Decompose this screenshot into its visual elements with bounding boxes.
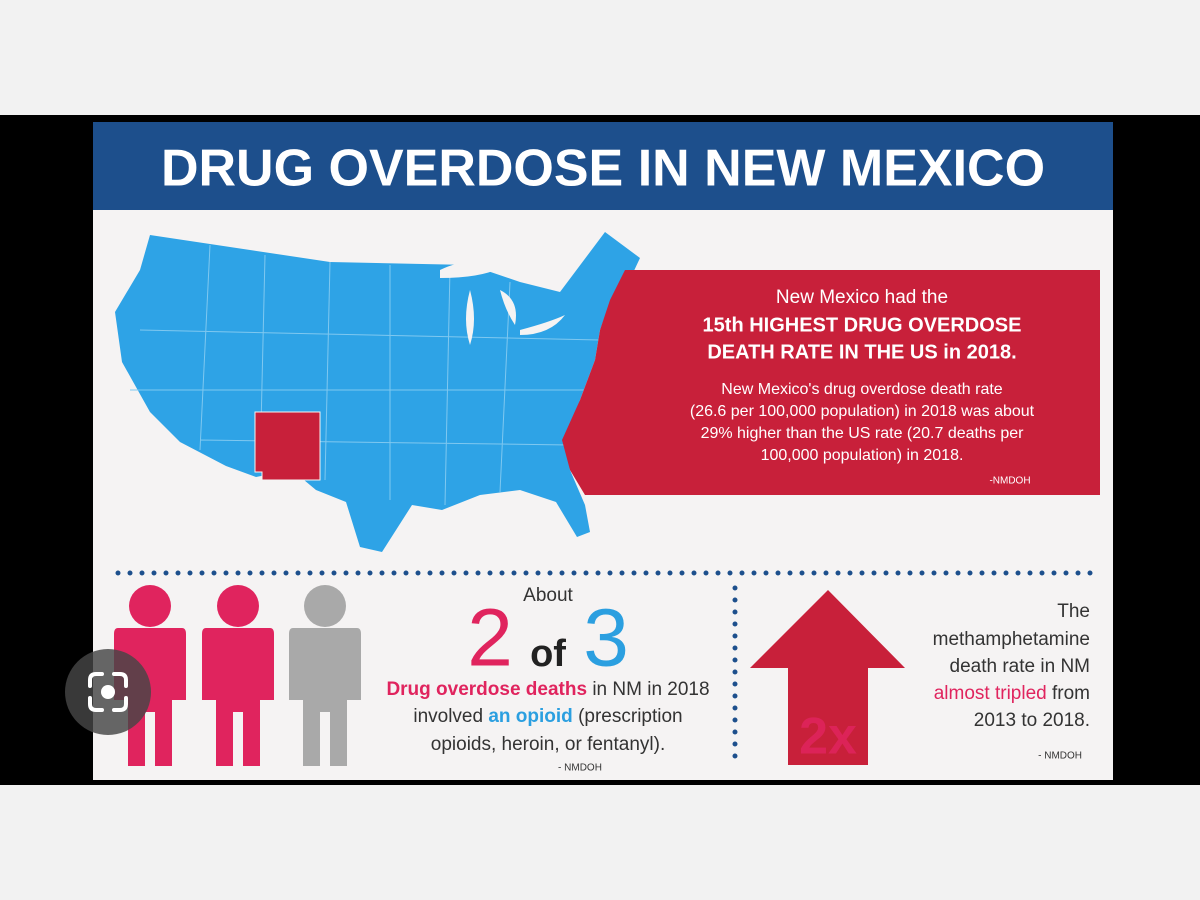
callout-headline: DEATH RATE IN THE US in 2018. — [707, 341, 1016, 363]
meth-source: - NMDOH — [1038, 751, 1082, 762]
meth-line: almost tripled from — [934, 683, 1090, 704]
highlight: an opioid — [488, 706, 572, 727]
meth-line: 2013 to 2018. — [974, 710, 1090, 731]
opioid-line: opioids, heroin, or fentanyl). — [431, 734, 665, 755]
opioid-line: Drug overdose deaths in NM in 2018 — [386, 679, 709, 700]
meth-line: The — [1057, 601, 1090, 622]
highlight: Drug overdose deaths — [386, 679, 587, 700]
opioid-line: involved an opioid (prescription — [413, 706, 682, 727]
opioid-text: About 2 of 3 Drug overdose deaths in NM … — [386, 585, 709, 774]
text: from — [1047, 683, 1090, 704]
callout-body: 100,000 population) in 2018. — [761, 447, 964, 464]
people-icons — [114, 585, 361, 766]
text: in NM in 2018 — [587, 679, 710, 700]
about: About — [523, 585, 573, 606]
meth-line: death rate in NM — [950, 656, 1090, 677]
text: involved — [413, 706, 488, 727]
count: 2 — [467, 593, 513, 684]
total: 3 — [583, 593, 629, 684]
person-icon — [289, 585, 361, 766]
increase-arrow — [750, 590, 905, 765]
title-bar — [93, 122, 1113, 212]
of: of — [530, 633, 566, 675]
callout-body: New Mexico's drug overdose death rate — [721, 381, 1003, 398]
person-icon — [202, 585, 274, 766]
callout-text: New Mexico had the 15th HIGHEST DRUG OVE… — [690, 287, 1035, 487]
callout-box — [562, 270, 1100, 495]
callout-body: 29% higher than the US rate (20.7 deaths… — [701, 425, 1025, 442]
great-lakes — [440, 261, 565, 345]
callout-body: (26.6 per 100,000 population) in 2018 wa… — [690, 403, 1035, 420]
callout-headline: 15th HIGHEST DRUG OVERDOSE — [703, 314, 1022, 336]
title: DRUG OVERDOSE IN NEW MEXICO — [161, 140, 1045, 198]
arrow-label: 2x — [799, 708, 857, 766]
new-mexico — [254, 411, 321, 481]
meth-line: methamphetamine — [933, 629, 1090, 650]
text: (prescription — [573, 706, 683, 727]
callout-lead: New Mexico had the — [776, 287, 948, 308]
callout-source: -NMDOH — [989, 476, 1030, 487]
state-borders — [130, 244, 601, 506]
lens-button[interactable] — [65, 649, 151, 735]
opioid-source: - NMDOH — [558, 763, 602, 774]
highlight: almost tripled — [934, 683, 1047, 704]
meth-text: The methamphetamine death rate in NM alm… — [933, 601, 1090, 762]
